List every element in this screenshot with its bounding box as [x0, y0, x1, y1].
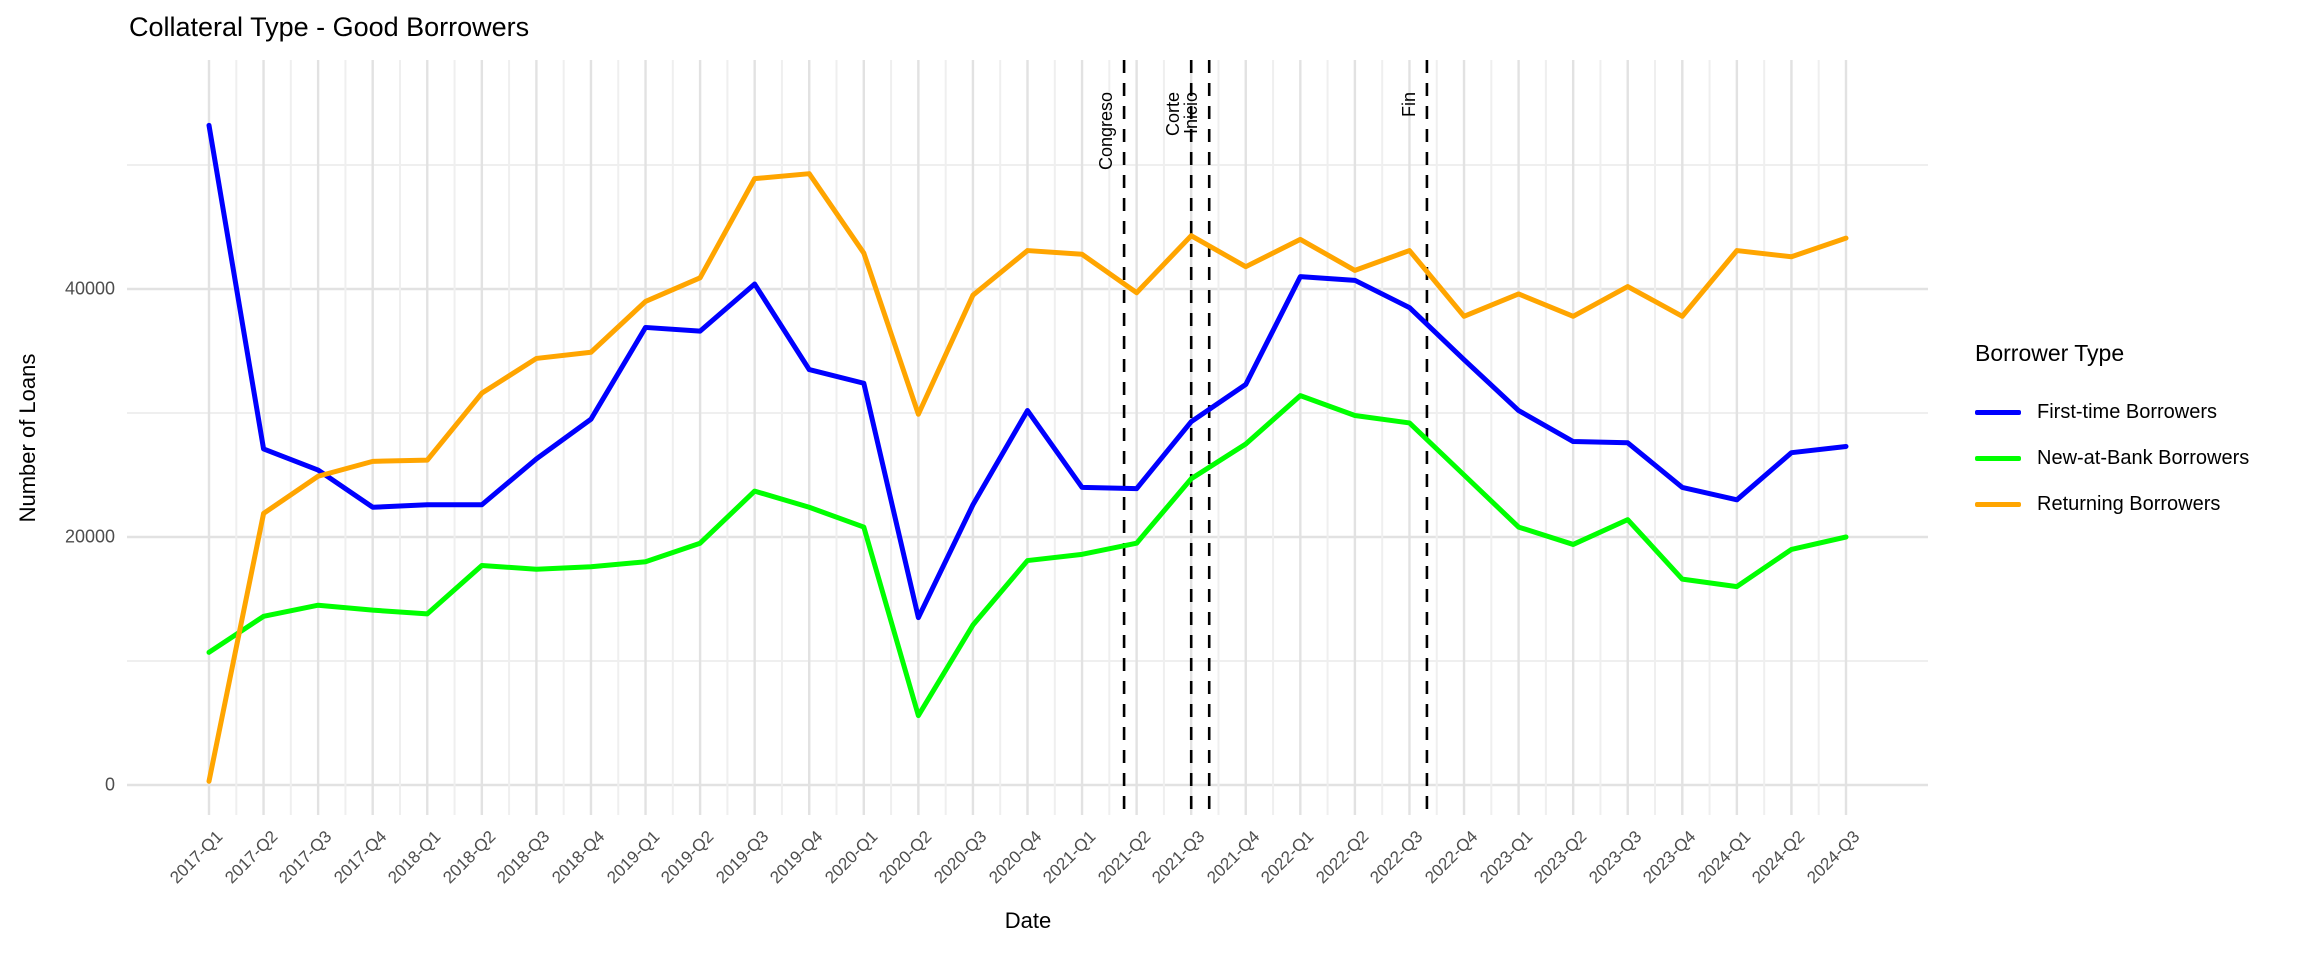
legend: Borrower Type First-time Borrowers New-a…	[1975, 340, 2249, 527]
series-line-new-at-bank-borrowers	[206, 393, 1849, 719]
legend-swatch-returning	[1975, 501, 2021, 507]
legend-label: First-time Borrowers	[2037, 400, 2218, 423]
legend-item: First-time Borrowers	[1975, 389, 2249, 435]
legend-title: Borrower Type	[1975, 340, 2125, 366]
event-line-label-inicio: Inicio	[1181, 92, 1202, 135]
event-line-label-congreso: Congreso	[1096, 92, 1117, 171]
y-tick-label: 20000	[64, 526, 115, 547]
y-tick-label: 40000	[64, 278, 115, 299]
legend-item: Returning Borrowers	[1975, 481, 2249, 527]
series-line-returning-borrowers	[206, 171, 1849, 784]
legend-swatch-new-at-bank	[1975, 455, 2021, 461]
legend-label: New-at-Bank Borrowers	[2037, 446, 2250, 469]
series-line-first-time-borrowers	[206, 122, 1849, 621]
legend-item: New-at-Bank Borrowers	[1975, 435, 2249, 481]
legend-swatch-first-time	[1975, 409, 2021, 415]
y-tick-label: 0	[104, 774, 115, 795]
legend-label: Returning Borrowers	[2037, 492, 2221, 515]
event-line-label-fin: Fin	[1398, 92, 1419, 118]
x-axis-title: Date	[1004, 908, 1052, 933]
chart-title: Collateral Type - Good Borrowers	[129, 12, 530, 42]
